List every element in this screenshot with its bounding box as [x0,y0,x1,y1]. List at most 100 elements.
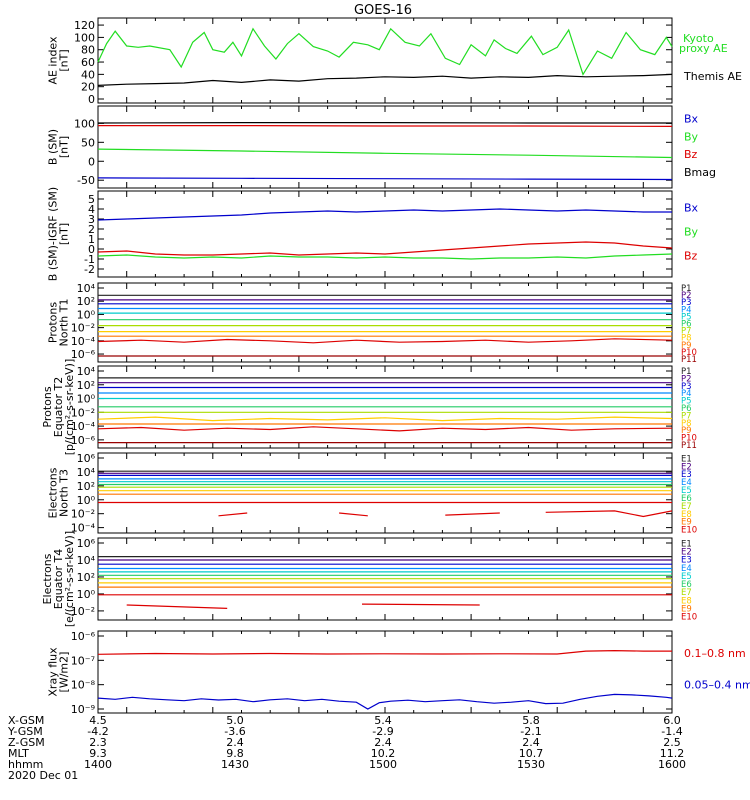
y-axis-title: Equator T4 [52,549,65,609]
series-line [97,177,673,181]
legend-label: P8 [681,419,692,429]
legend-label: proxy AE [679,42,728,55]
series-line [97,426,673,432]
legend-label: By [684,130,699,143]
legend-label: P5 [681,312,692,322]
y-tick-label: 20 [81,81,95,94]
series-line [339,512,368,517]
ephemeris-value: 2.4 [374,736,392,749]
legend-label: P2 [681,291,692,301]
y-tick-label: 5 [88,193,95,206]
y-tick-label: 10⁻⁸ [71,679,96,692]
legend-label: E2 [681,548,692,558]
series-line [97,73,673,86]
ephemeris-label: X-GSM [8,714,44,727]
legend-label: Bmag [684,166,716,179]
panel-frame [97,190,673,278]
y-axis-title: Protons [47,302,60,343]
series-line [97,27,673,76]
y-tick-label: -1 [84,253,95,266]
y-tick-label: 120 [74,19,95,32]
legend-label: E6 [681,580,692,590]
legend-label: E6 [681,494,692,504]
legend-label: P1 [681,284,692,294]
legend-label: P6 [681,320,692,330]
y-axis-title: B (SM) [47,129,60,165]
legend-label: 0.1–0.8 nm [684,647,746,660]
y-tick-label: 10² [77,480,95,493]
legend-label: Themis AE [683,70,742,83]
y-tick-label: 10⁻⁴ [71,420,96,433]
series-line [97,416,673,422]
y-tick-label: 40 [81,68,95,81]
ephemeris-label: MLT [8,747,29,760]
legend-label: E7 [681,588,692,598]
plot-title: GOES-16 [354,3,412,18]
ephemeris-value: 5.0 [226,714,244,727]
legend-label: P5 [681,397,692,407]
legend-label: P4 [681,305,692,315]
legend-label: E1 [681,454,692,464]
legend-label: E4 [681,478,692,488]
legend-label: P9 [681,341,692,351]
y-axis-title: B (SM)-IGRF (SM) [47,187,60,281]
legend-label: Kyoto [683,32,714,45]
legend-label: E9 [681,518,692,528]
ephemeris-value: 2.4 [226,736,244,749]
series-line [361,603,480,606]
legend-label: P4 [681,389,692,399]
legend-label: Bx [684,202,699,215]
ephemeris-value: 1530 [517,758,545,771]
legend-label: P8 [681,334,692,344]
y-axis-title: North T1 [58,299,71,347]
y-tick-label: 3 [88,213,95,226]
legend-label: E5 [681,572,692,582]
series-line [97,338,673,344]
y-tick-label: 0 [88,93,95,106]
legend-label: Bx [684,112,699,125]
series-line [97,241,673,256]
ephemeris-value: -1.4 [661,725,682,738]
ephemeris-label: Z-GSM [8,736,45,749]
legend-label: Bz [684,250,698,263]
legend-label: E8 [681,510,692,520]
legend-label: P1 [681,367,692,377]
ephemeris-value: -2.1 [520,725,541,738]
ephemeris-value: 1400 [84,758,112,771]
plot-date: 2020 Dec 01 [8,769,78,782]
y-tick-label: 10⁴ [77,554,96,567]
legend-label: Bz [684,148,698,161]
ephemeris-value: 2.5 [663,736,681,749]
y-axis-title: Xray flux [47,647,60,697]
ephemeris-value: 4.5 [89,714,107,727]
ephemeris-label: hhmm [8,758,43,771]
y-tick-label: 0 [88,155,95,168]
y-axis-title: Equator T2 [52,377,65,437]
legend-label: P2 [681,374,692,384]
y-tick-label: 10⁻² [71,406,95,419]
ephemeris-value: 10.7 [519,747,544,760]
series-line [98,124,673,127]
y-tick-label: 10⁰ [77,588,96,601]
y-tick-label: 10² [77,295,95,308]
y-tick-label: 100 [74,31,95,44]
panel-b_sm: -50 0 50 100 B (SM)[nT] Bx By Bz Bmag [47,105,716,189]
legend-label: P10 [681,348,697,358]
ephemeris-value: -3.6 [224,725,245,738]
y-tick-label: 10² [77,571,95,584]
series-line [97,208,672,221]
series-line [97,253,673,260]
y-tick-label: 10⁻⁴ [71,335,96,348]
y-tick-label: 10⁻⁹ [71,703,95,716]
legend-label: P10 [681,434,697,444]
y-tick-label: 10⁻⁷ [71,654,95,667]
y-tick-label: 10⁻² [71,508,95,521]
y-tick-label: 60 [81,56,95,69]
y-tick-label: 10⁻⁶ [71,348,96,361]
legend-label: P6 [681,404,692,414]
